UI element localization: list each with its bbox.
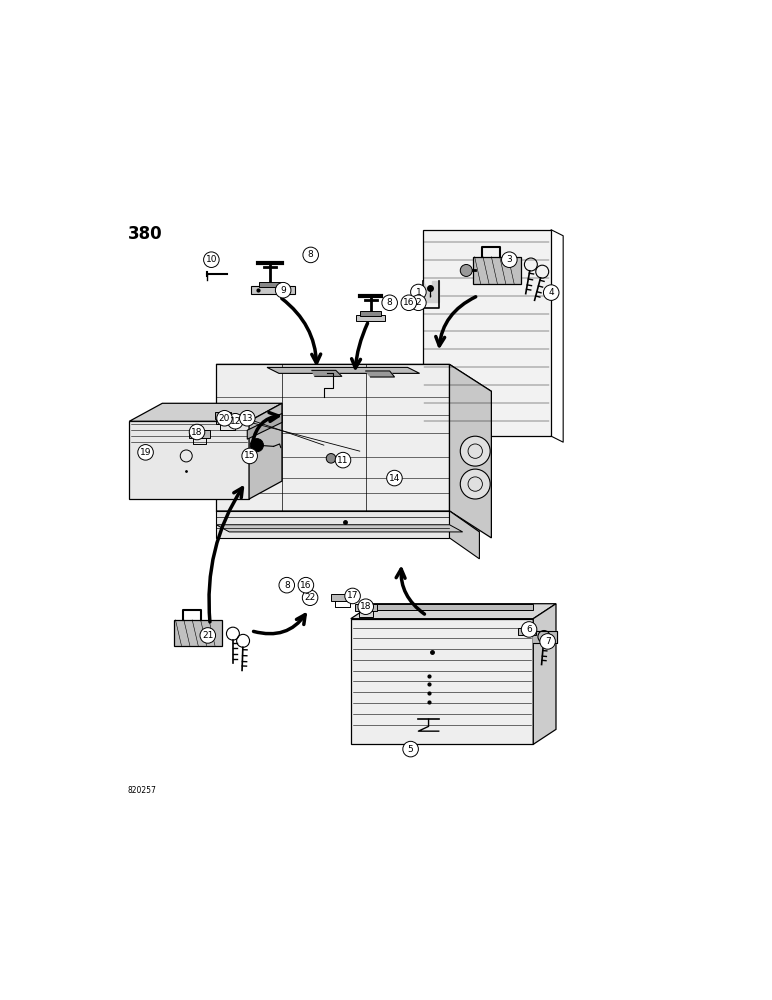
Polygon shape [473, 257, 521, 284]
Circle shape [403, 741, 418, 757]
Polygon shape [216, 511, 449, 538]
Text: 1: 1 [415, 288, 422, 297]
Polygon shape [130, 421, 249, 499]
Polygon shape [189, 430, 210, 438]
Polygon shape [130, 403, 282, 421]
Polygon shape [267, 367, 420, 373]
Text: 3: 3 [506, 255, 512, 264]
Circle shape [303, 247, 319, 263]
Polygon shape [422, 281, 438, 302]
Text: 20: 20 [218, 414, 230, 423]
Circle shape [411, 295, 426, 311]
Text: 9: 9 [280, 286, 286, 295]
Circle shape [204, 252, 219, 267]
Circle shape [335, 452, 350, 468]
Circle shape [543, 285, 559, 300]
Circle shape [460, 469, 490, 499]
Circle shape [502, 252, 517, 267]
Polygon shape [216, 511, 479, 532]
Circle shape [540, 634, 555, 649]
Polygon shape [216, 364, 492, 391]
Text: 8: 8 [308, 250, 313, 259]
Text: 6: 6 [527, 625, 532, 634]
Circle shape [345, 588, 361, 604]
Text: 12: 12 [229, 417, 241, 426]
Polygon shape [249, 403, 282, 499]
Polygon shape [518, 628, 537, 635]
Text: 17: 17 [347, 591, 358, 600]
Polygon shape [215, 412, 231, 419]
Polygon shape [216, 416, 239, 424]
Polygon shape [251, 286, 295, 294]
Polygon shape [216, 364, 449, 511]
Circle shape [298, 577, 313, 593]
Circle shape [276, 282, 291, 298]
Polygon shape [449, 511, 479, 559]
Circle shape [228, 413, 243, 429]
Circle shape [279, 577, 295, 593]
Circle shape [189, 424, 205, 440]
Circle shape [327, 454, 336, 463]
Text: 5: 5 [408, 745, 414, 754]
Text: 21: 21 [202, 631, 214, 640]
Polygon shape [350, 604, 556, 619]
Circle shape [137, 445, 154, 460]
Text: 7: 7 [545, 637, 550, 646]
Text: 14: 14 [389, 474, 400, 483]
Polygon shape [366, 371, 394, 377]
Polygon shape [331, 594, 354, 601]
Circle shape [242, 448, 257, 464]
Polygon shape [174, 620, 222, 646]
Text: 19: 19 [140, 448, 151, 457]
Text: 2: 2 [415, 298, 422, 307]
Text: 11: 11 [337, 456, 349, 465]
Polygon shape [259, 282, 281, 287]
Circle shape [303, 590, 318, 606]
Polygon shape [422, 230, 551, 436]
Circle shape [460, 436, 490, 466]
Polygon shape [216, 525, 462, 532]
Text: 8: 8 [387, 298, 392, 307]
Circle shape [382, 295, 398, 311]
Circle shape [387, 470, 402, 486]
Text: 13: 13 [242, 414, 253, 423]
Text: 15: 15 [244, 451, 256, 460]
Circle shape [411, 284, 426, 300]
Polygon shape [449, 364, 492, 538]
Circle shape [239, 410, 255, 426]
Circle shape [217, 410, 232, 426]
Circle shape [401, 295, 417, 311]
Polygon shape [247, 413, 282, 439]
Text: 22: 22 [304, 593, 316, 602]
Polygon shape [356, 315, 385, 321]
Circle shape [521, 622, 537, 637]
Circle shape [358, 599, 374, 614]
Circle shape [250, 439, 263, 452]
Polygon shape [355, 604, 377, 611]
Text: 16: 16 [300, 581, 312, 590]
Polygon shape [312, 370, 342, 376]
Text: 10: 10 [205, 255, 217, 264]
Text: 4: 4 [548, 288, 554, 297]
Text: 380: 380 [127, 225, 162, 243]
Polygon shape [533, 604, 556, 744]
Circle shape [200, 628, 215, 643]
Text: 8: 8 [284, 581, 290, 590]
Polygon shape [374, 604, 533, 610]
Text: 18: 18 [360, 602, 371, 611]
Polygon shape [533, 631, 557, 643]
Polygon shape [350, 619, 533, 744]
Circle shape [460, 264, 472, 276]
Text: 16: 16 [403, 298, 415, 307]
Polygon shape [360, 311, 381, 316]
Text: 820257: 820257 [127, 786, 157, 795]
Text: 18: 18 [191, 428, 203, 437]
